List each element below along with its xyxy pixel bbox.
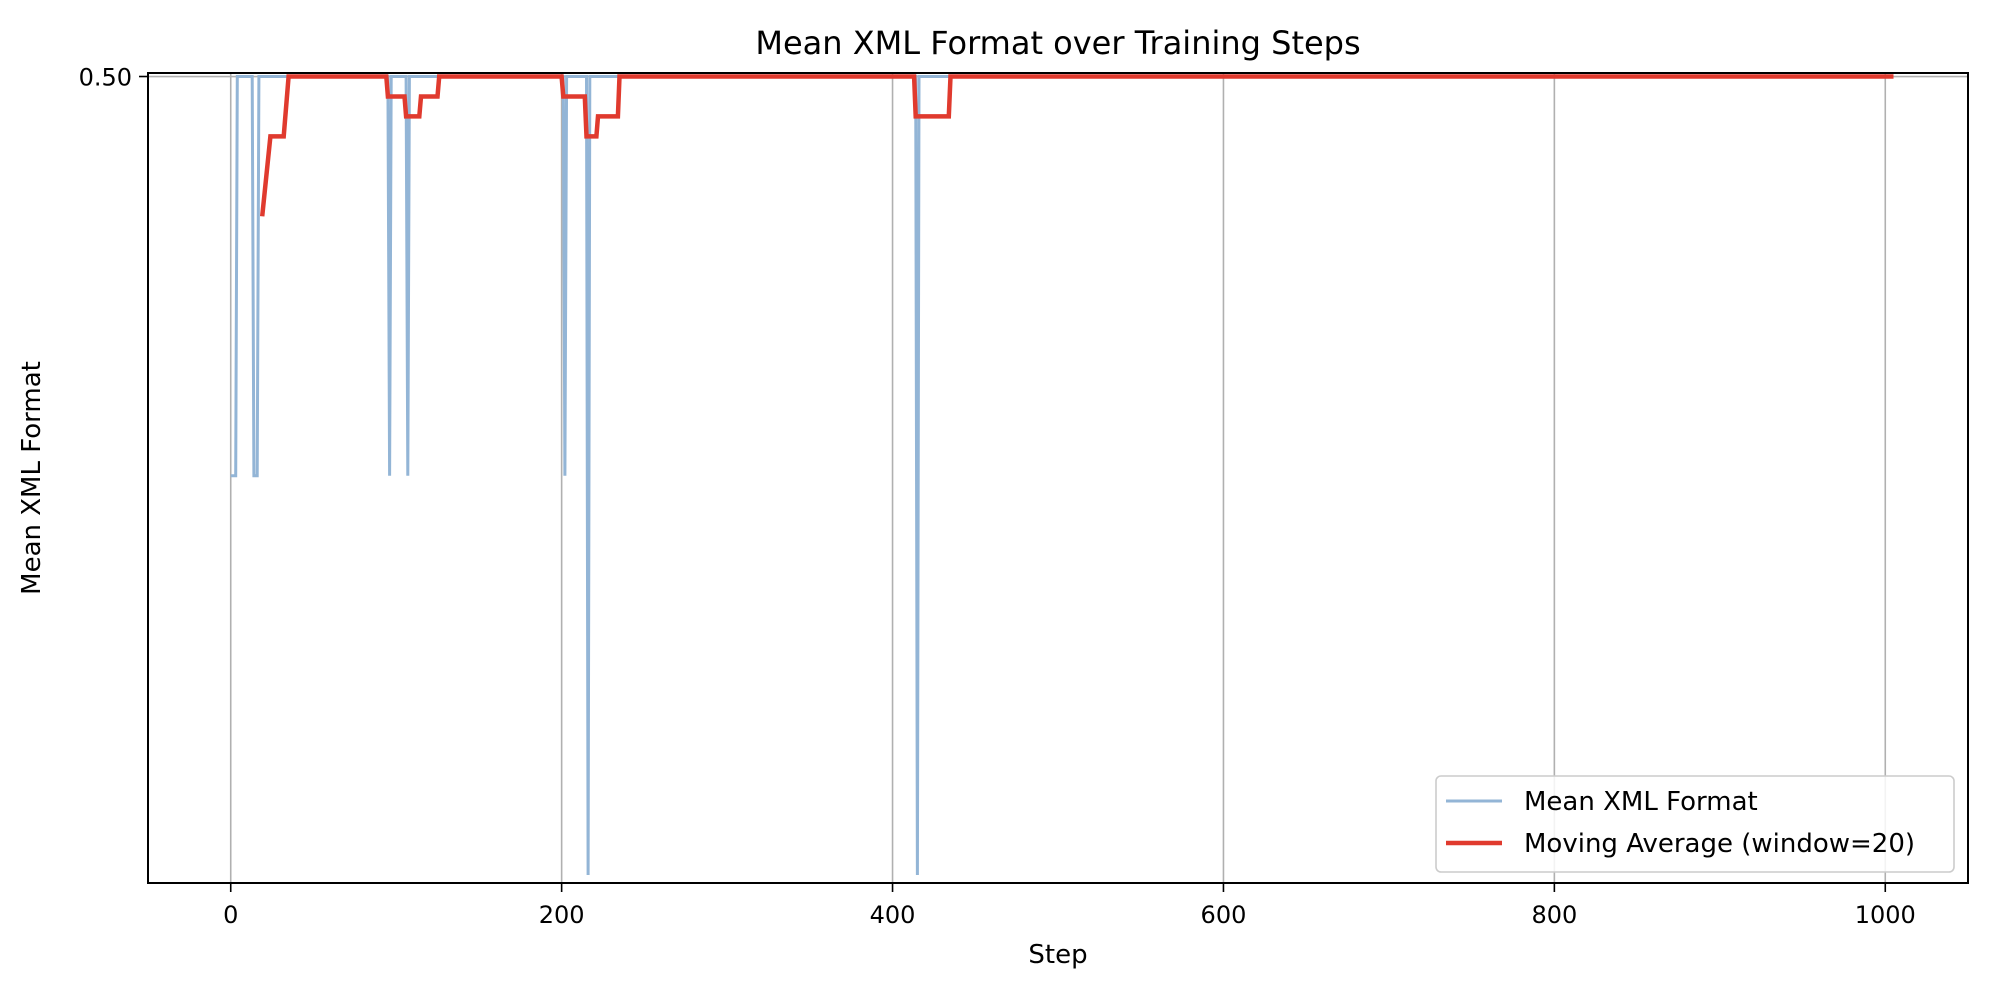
legend-label-mean-xml-format: Mean XML Format: [1524, 787, 1758, 817]
legend: Mean XML Format Moving Average (window=20…: [1435, 775, 1955, 873]
chart-title: Mean XML Format over Training Steps: [755, 24, 1360, 62]
x-tick-label: 600: [1201, 901, 1247, 929]
x-tick-label: 1000: [1855, 901, 1916, 929]
legend-label-moving-average: Moving Average (window=20): [1524, 829, 1915, 859]
axes-frame: [147, 72, 1969, 884]
moving-average-line: [259, 74, 1894, 217]
x-tick-label: 0: [223, 901, 238, 929]
x-axis-label: Step: [1028, 940, 1087, 970]
ticks: 0 200 400 600 800 1000 0.50: [79, 64, 1916, 929]
legend-box: [1435, 775, 1955, 873]
x-tick-label: 200: [539, 901, 585, 929]
y-axis-label: Mean XML Format: [17, 361, 47, 595]
x-tick-label: 400: [870, 901, 916, 929]
plot-lines: [230, 74, 1894, 876]
x-tick-label: 800: [1531, 901, 1577, 929]
y-tick-label: 0.50: [79, 64, 132, 92]
